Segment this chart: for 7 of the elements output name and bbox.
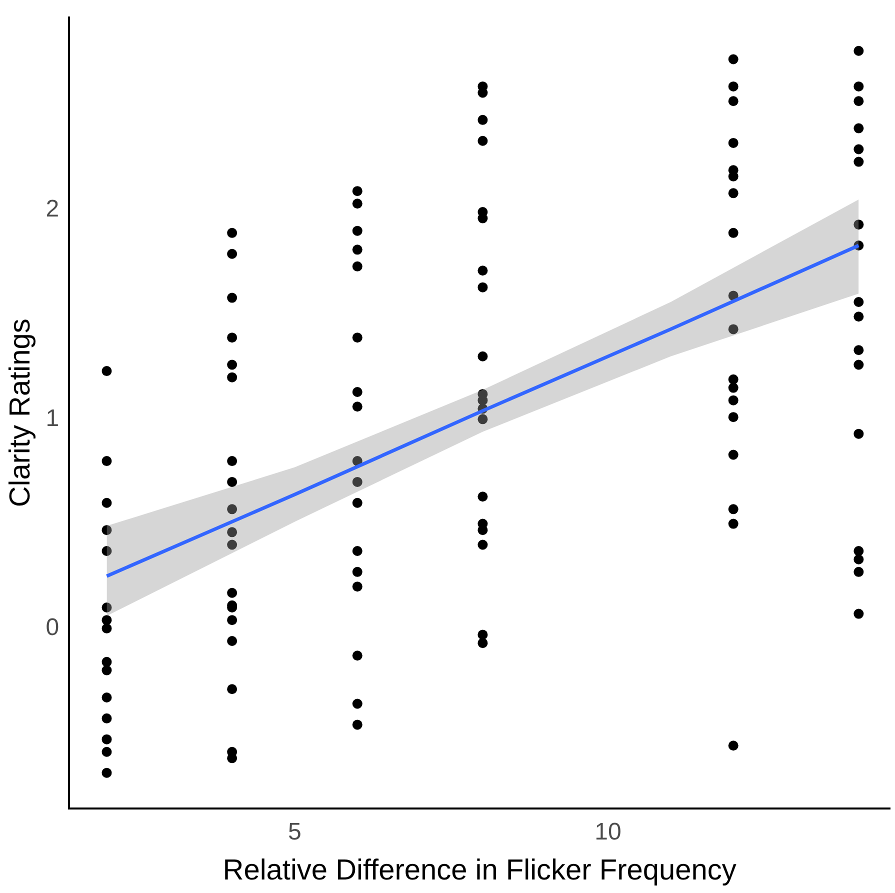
y-tick-label: 0 (46, 614, 60, 642)
x-axis-title: Relative Difference in Flicker Frequency (222, 854, 737, 887)
x-tick-label: 10 (594, 818, 622, 846)
y-tick-label: 1 (46, 404, 60, 432)
y-tick-label: 2 (46, 196, 60, 223)
y-axis-title: Clarity Ratings (4, 318, 36, 508)
x-tick-label: 5 (288, 818, 302, 846)
